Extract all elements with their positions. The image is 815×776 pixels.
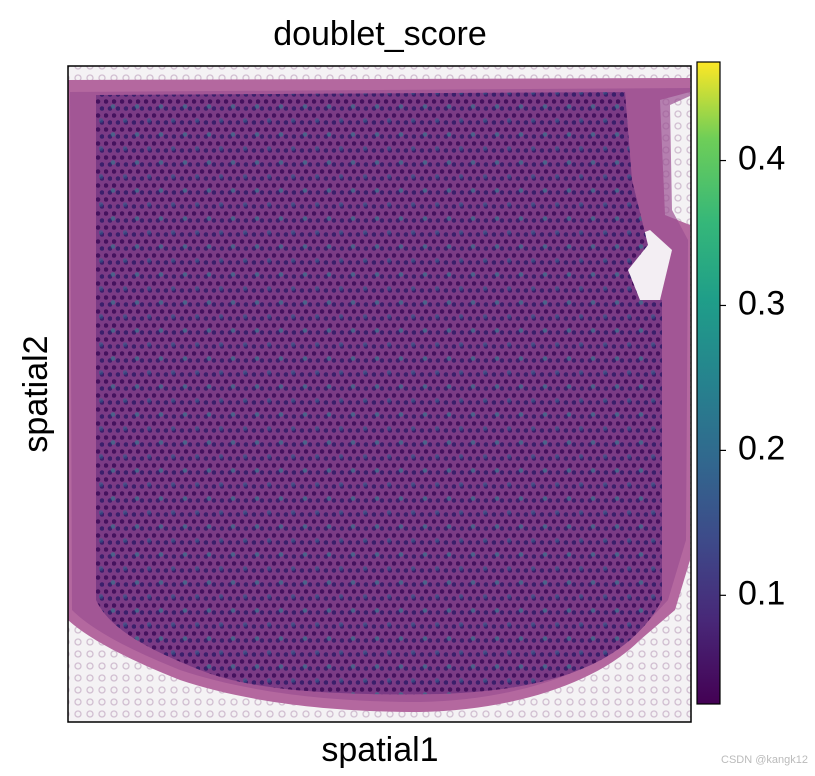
colorbar-tick-label: 0.2 [738, 429, 785, 467]
y-axis-label: spatial2 [17, 335, 55, 452]
chart-title: doublet_score [273, 15, 487, 53]
colorbar-tick-label: 0.1 [738, 574, 785, 612]
colorbar-tick-label: 0.3 [738, 284, 785, 322]
tissue-image [68, 66, 691, 722]
plot-frame [67, 65, 692, 723]
colorbar-tick-label: 0.4 [738, 140, 785, 178]
colorbar [696, 61, 721, 705]
x-axis-label: spatial1 [321, 731, 438, 769]
watermark: CSDN @kangk12 [721, 754, 808, 766]
